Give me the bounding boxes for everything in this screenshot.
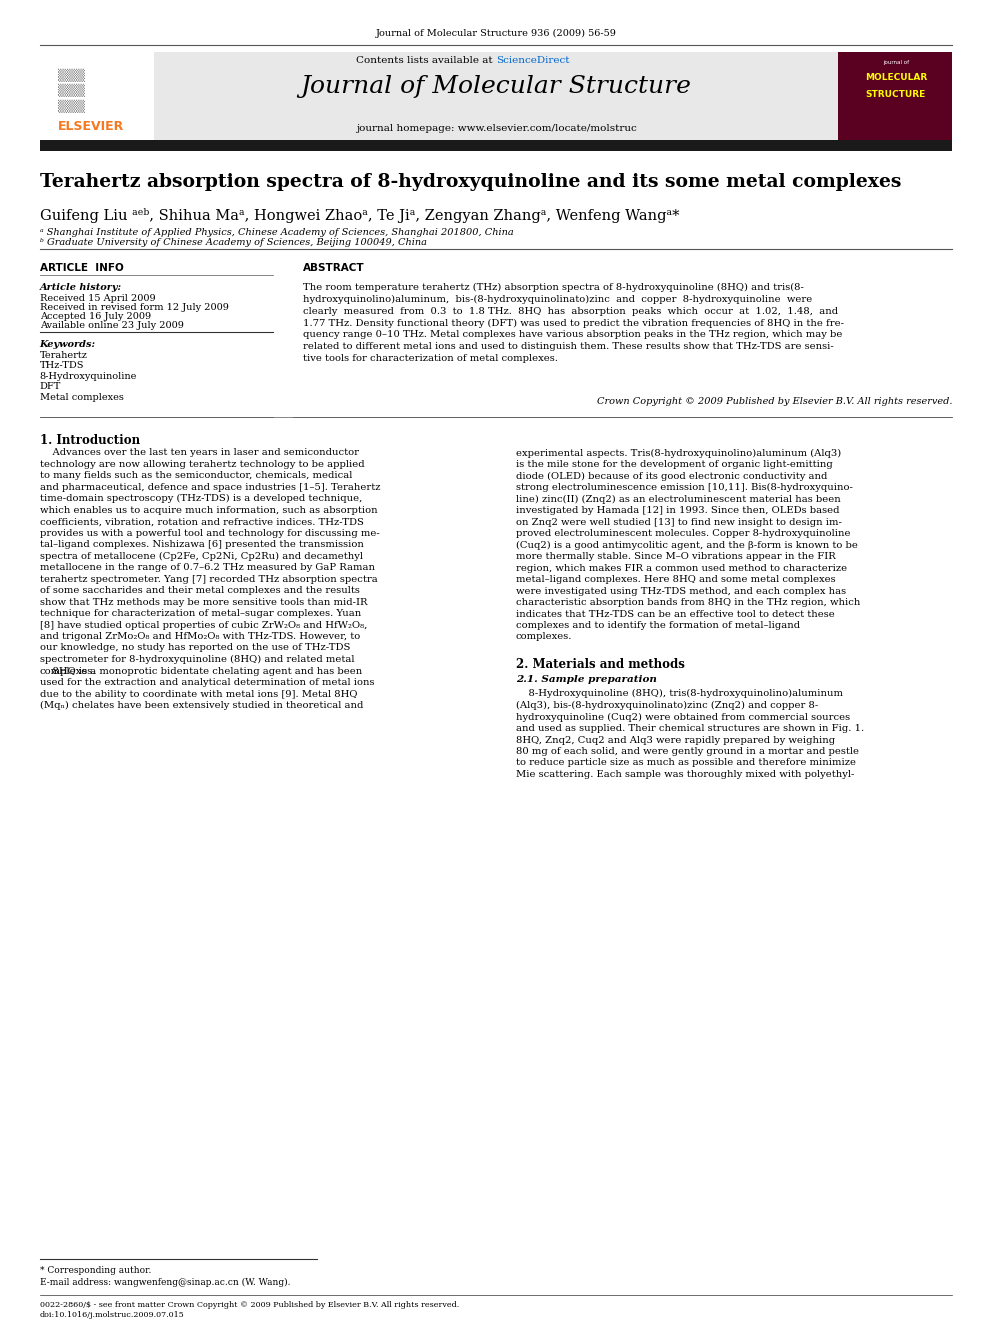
Text: 1. Introduction: 1. Introduction [40,434,140,447]
Text: ᵃ Shanghai Institute of Applied Physics, Chinese Academy of Sciences, Shanghai 2: ᵃ Shanghai Institute of Applied Physics,… [40,228,514,237]
FancyBboxPatch shape [40,52,154,142]
Text: 0022-2860/$ - see front matter Crown Copyright © 2009 Published by Elsevier B.V.: 0022-2860/$ - see front matter Crown Cop… [40,1301,459,1308]
Text: Received in revised form 12 July 2009: Received in revised form 12 July 2009 [40,303,228,312]
Text: Journal of Molecular Structure 936 (2009) 56-59: Journal of Molecular Structure 936 (2009… [376,29,616,38]
Text: Accepted 16 July 2009: Accepted 16 July 2009 [40,312,151,321]
Text: experimental aspects. Tris(8-hydroxyquinolino)aluminum (Alq3)
is the mile stone : experimental aspects. Tris(8-hydroxyquin… [516,448,860,642]
Text: 2.1. Sample preparation: 2.1. Sample preparation [516,675,657,684]
Text: 2. Materials and methods: 2. Materials and methods [516,658,684,671]
Text: Received 15 April 2009: Received 15 April 2009 [40,294,156,303]
FancyBboxPatch shape [40,52,952,142]
Text: DFT: DFT [40,382,62,392]
Text: Keywords:: Keywords: [40,340,96,349]
Text: journal homepage: www.elsevier.com/locate/molstruc: journal homepage: www.elsevier.com/locat… [355,124,637,134]
Text: ARTICLE  INFO: ARTICLE INFO [40,263,123,274]
Text: Article history:: Article history: [40,283,122,292]
Text: ABSTRACT: ABSTRACT [303,263,364,274]
Text: ELSEVIER: ELSEVIER [58,120,124,134]
Text: * Corresponding author.: * Corresponding author. [40,1266,151,1275]
Text: ▒▒▒▒
▒▒▒▒
▒▒▒▒: ▒▒▒▒ ▒▒▒▒ ▒▒▒▒ [58,69,84,112]
Text: 8-Hydroxyquinoline: 8-Hydroxyquinoline [40,372,137,381]
Text: STRUCTURE: STRUCTURE [866,90,926,99]
Text: Metal complexes: Metal complexes [40,393,124,402]
Text: Guifeng Liu ᵃᵉᵇ, Shihua Maᵃ, Hongwei Zhaoᵃ, Te Jiᵃ, Zengyan Zhangᵃ, Wenfeng Wang: Guifeng Liu ᵃᵉᵇ, Shihua Maᵃ, Hongwei Zha… [40,208,680,222]
Text: 8-Hydroxyquinoline (8HQ), tris(8-hydroxyquinolino)aluminum
(Alq3), bis-(8-hydrox: 8-Hydroxyquinoline (8HQ), tris(8-hydroxy… [516,689,864,779]
Text: Available online 23 July 2009: Available online 23 July 2009 [40,321,184,331]
Text: MOLECULAR: MOLECULAR [865,73,927,82]
Text: journal of: journal of [883,60,909,65]
Text: ScienceDirect: ScienceDirect [496,56,569,65]
Text: Advances over the last ten years in laser and semiconductor
technology are now a: Advances over the last ten years in lase… [40,448,380,676]
FancyBboxPatch shape [838,52,952,142]
Text: 8HQ is a monoprotic bidentate chelating agent and has been
used for the extracti: 8HQ is a monoprotic bidentate chelating … [40,667,374,710]
Text: ᵇ Graduate University of Chinese Academy of Sciences, Beijing 100049, China: ᵇ Graduate University of Chinese Academy… [40,238,427,247]
Text: Terahertz absorption spectra of 8-hydroxyquinoline and its some metal complexes: Terahertz absorption spectra of 8-hydrox… [40,173,901,192]
Text: Terahertz: Terahertz [40,351,87,360]
FancyBboxPatch shape [40,140,952,151]
Text: Journal of Molecular Structure: Journal of Molecular Structure [301,75,691,98]
Text: Crown Copyright © 2009 Published by Elsevier B.V. All rights reserved.: Crown Copyright © 2009 Published by Else… [597,397,952,406]
Text: Contents lists available at: Contents lists available at [356,56,496,65]
Text: doi:10.1016/j.molstruc.2009.07.015: doi:10.1016/j.molstruc.2009.07.015 [40,1311,185,1319]
Text: E-mail address: wangwenfeng@sinap.ac.cn (W. Wang).: E-mail address: wangwenfeng@sinap.ac.cn … [40,1278,291,1287]
Text: The room temperature terahertz (THz) absorption spectra of 8-hydroxyquinoline (8: The room temperature terahertz (THz) abs… [303,283,843,363]
Text: THz-TDS: THz-TDS [40,361,84,370]
